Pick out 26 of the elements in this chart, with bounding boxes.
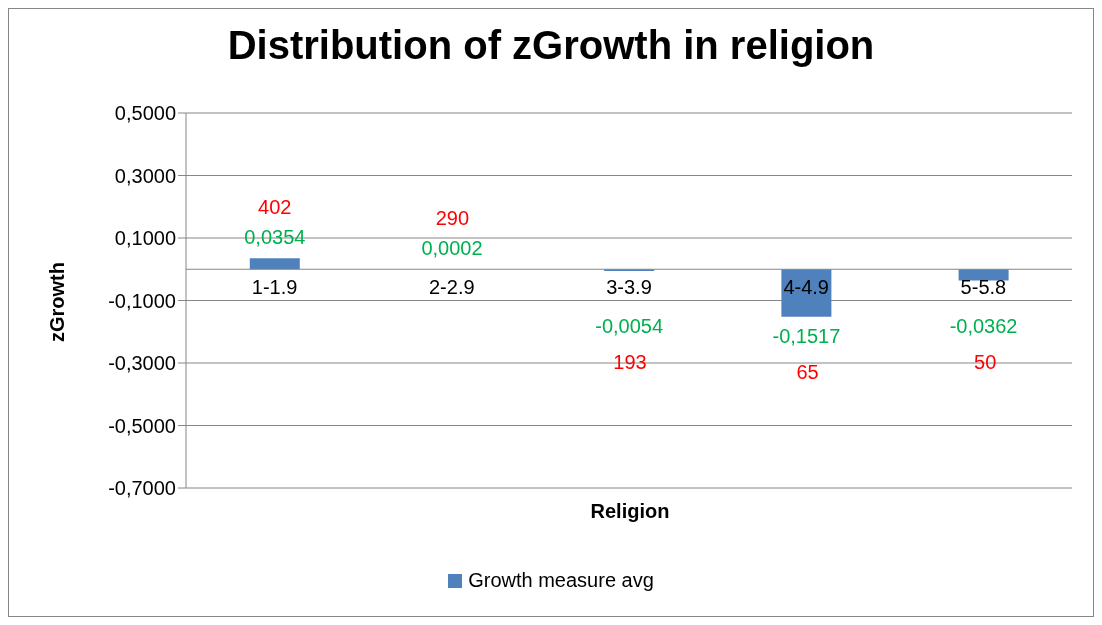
y-tick-label: 0,3000: [114, 164, 176, 187]
x-tick-label: 3-3.9: [606, 276, 652, 299]
annotation: 290: [434, 206, 471, 231]
x-tick-label: 4-4.9: [783, 276, 829, 299]
y-tick-label: 0,5000: [114, 102, 176, 125]
x-tick-label: 1-1.9: [251, 276, 298, 299]
data-label: 0,0002: [421, 237, 483, 260]
y-tick-label: -0,5000: [108, 414, 176, 437]
chart-title: Distribution of zGrowth in religion: [226, 23, 876, 68]
annotation: 193: [612, 350, 648, 375]
y-tick-label: -0,1000: [108, 289, 176, 312]
y-tick-label: -0,3000: [108, 352, 176, 375]
x-tick-label: 2-2.9: [429, 276, 475, 299]
data-label: -0,0362: [949, 315, 1018, 338]
x-tick-label: 5-5.8: [960, 276, 1007, 299]
data-label: -0,1517: [772, 325, 841, 348]
annotation: 50: [973, 350, 998, 375]
y-axis-title: zGrowth: [45, 261, 69, 342]
y-tick-label: 0,1000: [114, 227, 176, 250]
annotation: 65: [795, 359, 820, 384]
annotation: 402: [257, 194, 293, 219]
legend-label: Growth measure avg: [467, 569, 654, 592]
data-label: 0,0354: [244, 226, 306, 249]
x-axis-title: Religion: [589, 500, 671, 523]
y-tick-label: -0,7000: [108, 477, 176, 500]
data-label: -0,0054: [595, 315, 664, 338]
